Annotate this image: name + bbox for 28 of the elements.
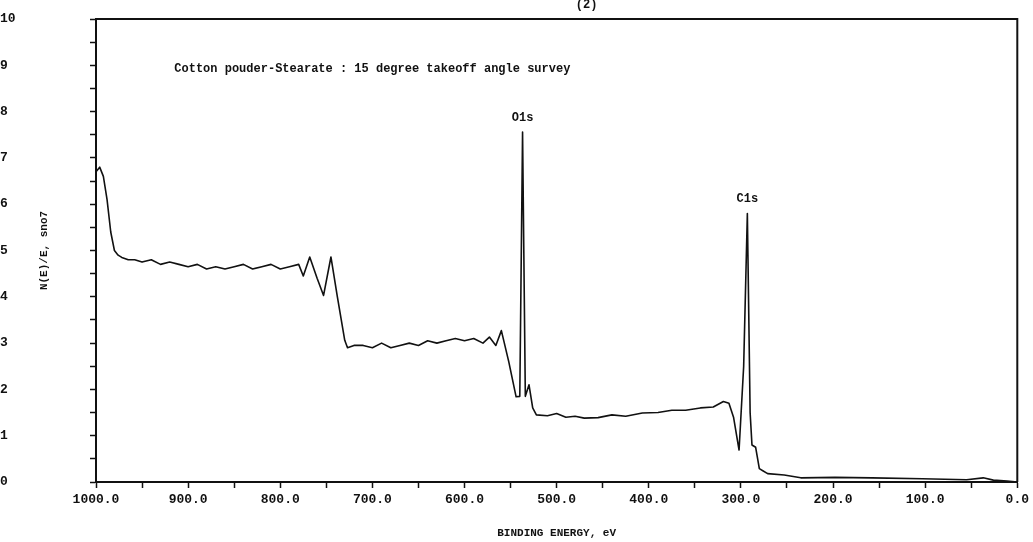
x-tick-label: 600.0 — [445, 492, 485, 508]
x-axis-title: BINDING ENERGY, eV — [497, 527, 617, 540]
x-tick-label: 100.0 — [905, 492, 945, 508]
x-tick-label: 400.0 — [629, 492, 669, 508]
annotation: C1s — [736, 192, 759, 207]
x-tick-label: 700.0 — [352, 492, 393, 508]
y-tick-label: 8 — [0, 103, 8, 119]
y-tick-label: 7 — [0, 150, 8, 166]
y-tick-label: 2 — [0, 381, 8, 397]
x-tick-label: 800.0 — [260, 492, 300, 508]
x-tick-label: 0.0 — [1005, 492, 1030, 508]
y-tick-label: 5 — [0, 242, 8, 258]
chart-title: (2) — [575, 0, 598, 13]
annotation: Cotton pouder-Stearate : 15 degree takeoff angle survey — [174, 61, 571, 76]
y-tick-label: 4 — [0, 289, 8, 305]
y-tick-label: 9 — [0, 57, 8, 73]
y-tick-label: 3 — [0, 335, 8, 351]
y-axis-title: N(E)/E, sno7 — [37, 210, 50, 291]
x-tick-label: 500.0 — [537, 492, 577, 508]
x-tick-label: 1000.0 — [72, 492, 120, 508]
annotation: O1s — [511, 110, 534, 125]
x-tick-label: 900.0 — [168, 492, 208, 508]
x-tick-label: 300.0 — [721, 492, 761, 508]
y-tick-label: 6 — [0, 196, 8, 212]
y-tick-label: 10 — [0, 11, 16, 27]
y-tick-label: 0 — [0, 474, 8, 490]
y-tick-label: 1 — [0, 427, 8, 443]
x-tick-label: 200.0 — [813, 492, 853, 508]
